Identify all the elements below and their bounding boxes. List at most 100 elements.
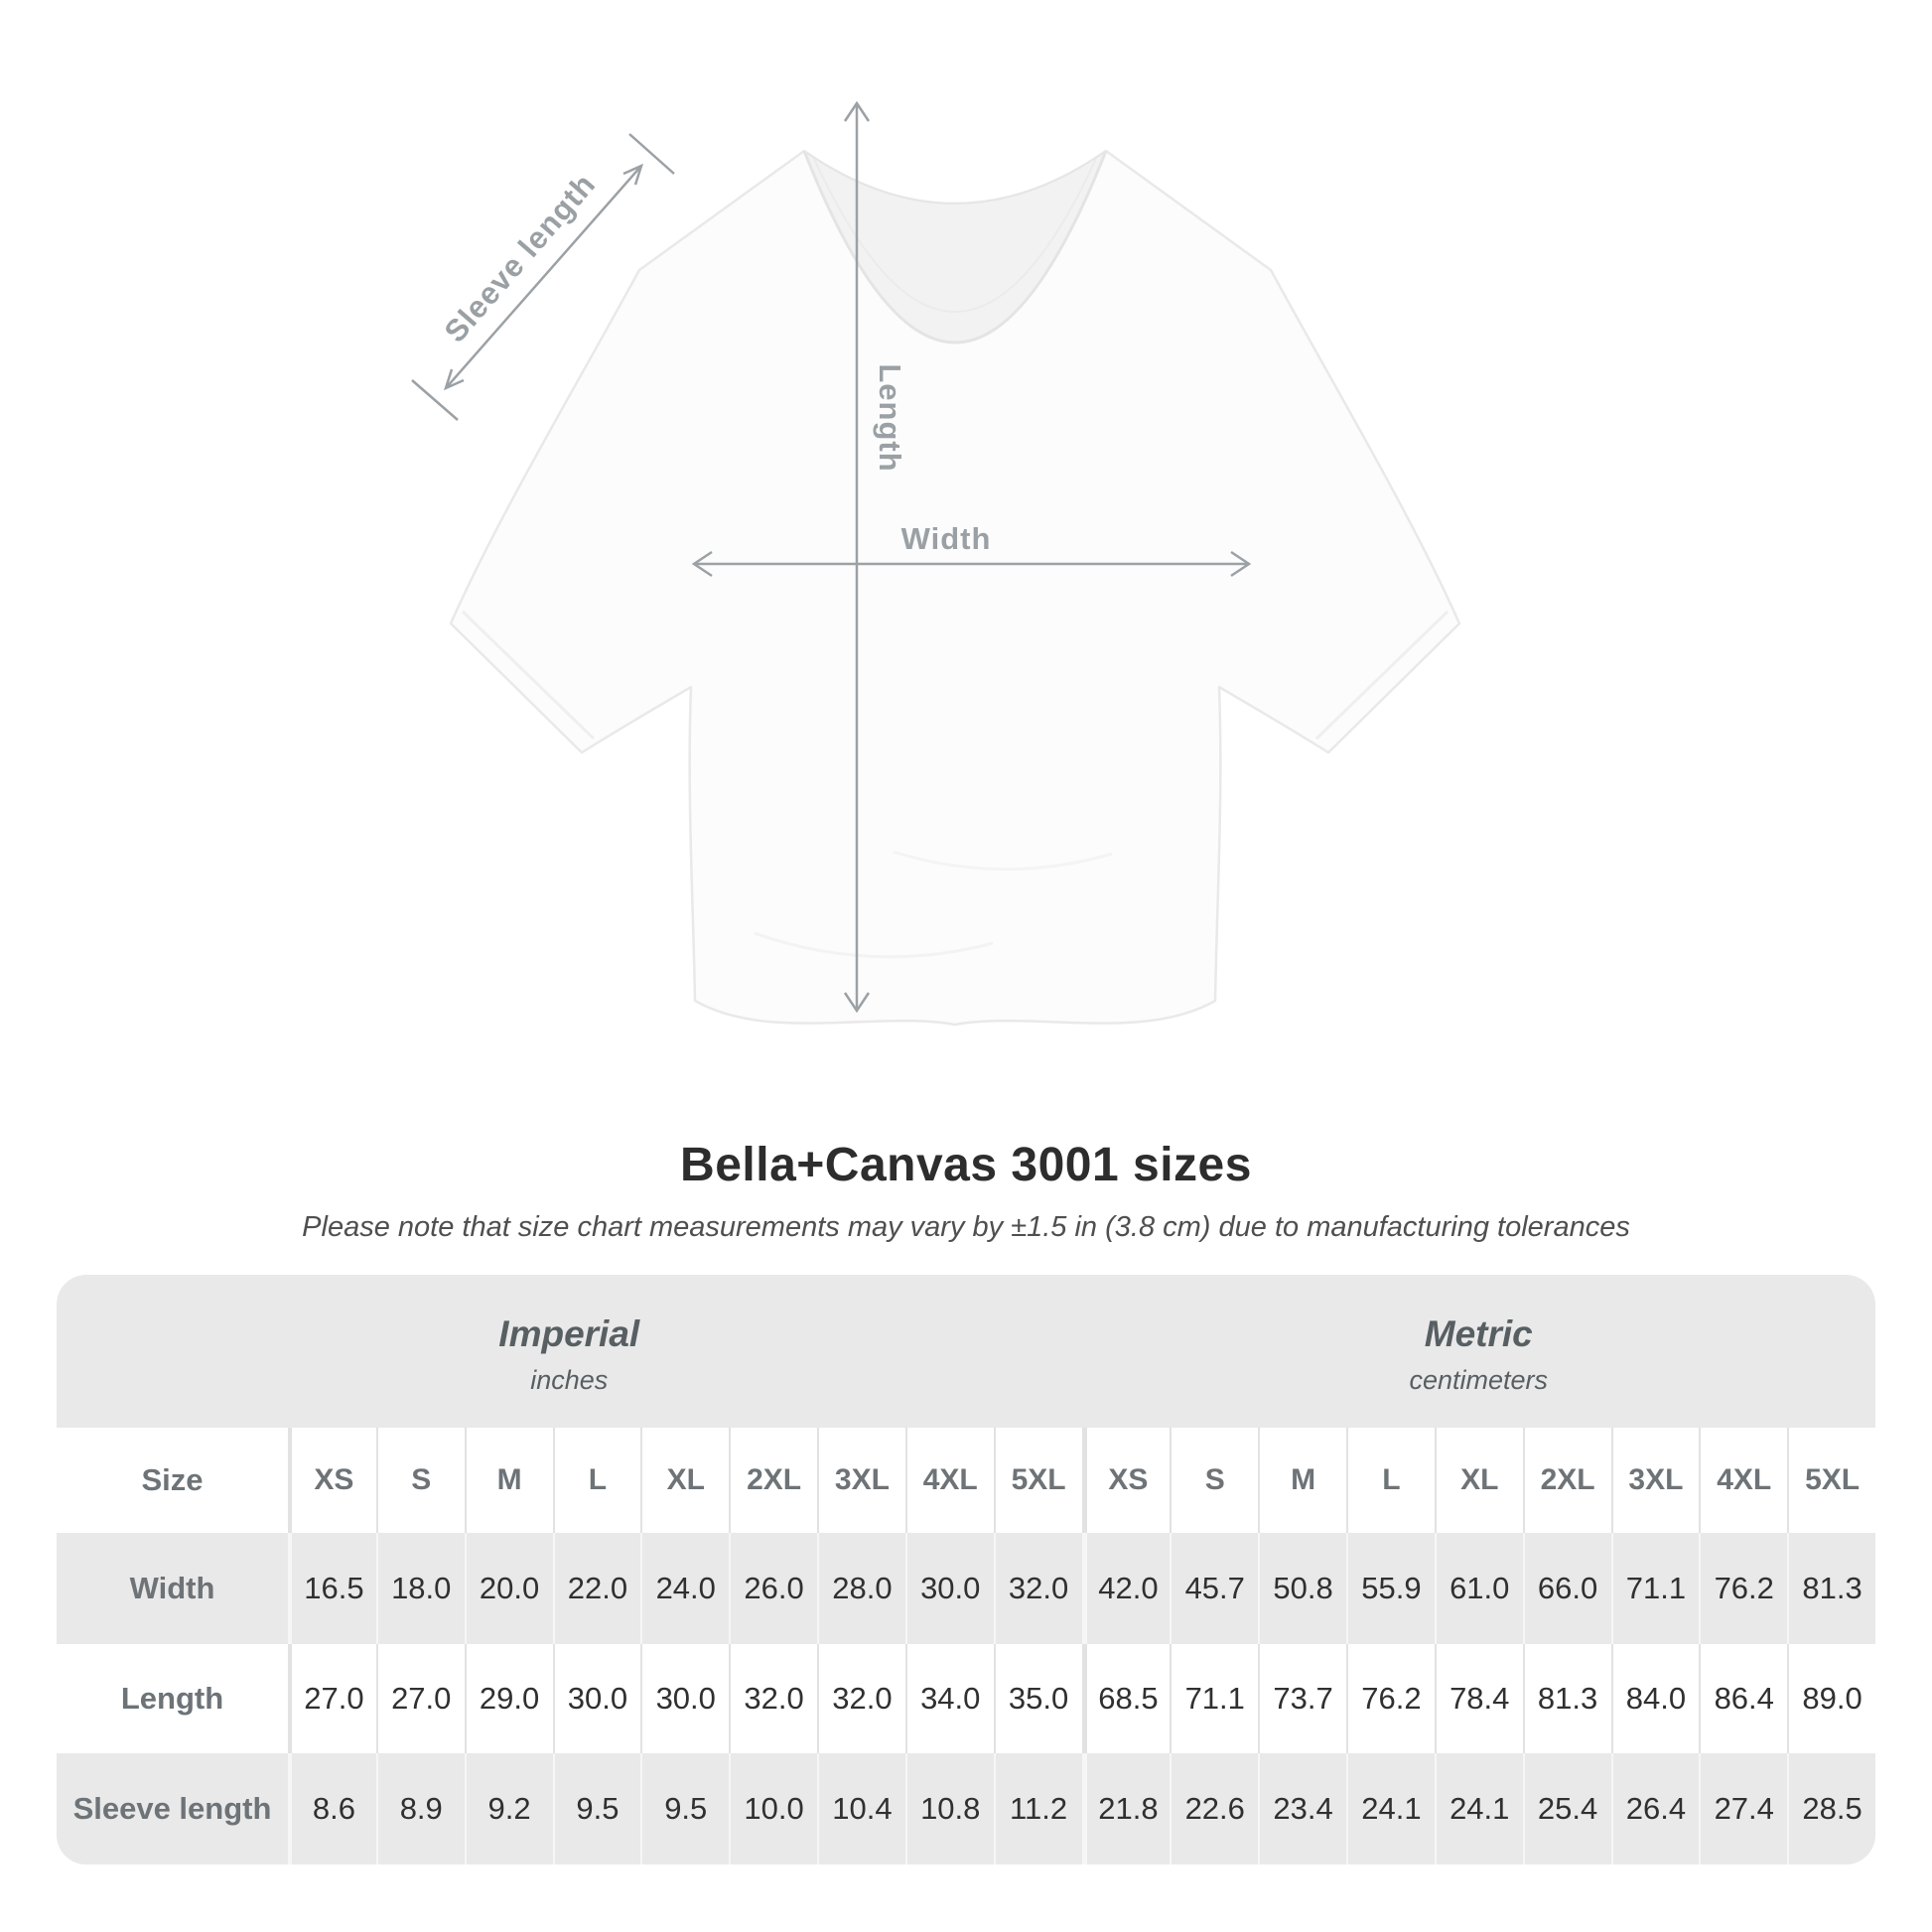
- size-col-header-imperial-4xl: 4XL: [904, 1428, 994, 1533]
- tshirt-collar-back: [803, 150, 1107, 205]
- size-col-header-imperial-2xl: 2XL: [729, 1428, 817, 1533]
- imperial-title: Imperial: [498, 1312, 640, 1354]
- size-header-row: Size XS S M L XL 2XL 3XL 4XL 5XL XS S M …: [57, 1428, 1875, 1533]
- size-col-header-metric-5xl: 5XL: [1787, 1428, 1875, 1533]
- value-cell: 26.4: [1610, 1753, 1700, 1864]
- value-cell: 73.7: [1258, 1644, 1346, 1753]
- width-label: Width: [900, 521, 992, 556]
- unit-group-metric: Metric centimeters: [1082, 1275, 1876, 1428]
- value-cell: 76.2: [1699, 1533, 1787, 1644]
- imperial-unit: inches: [530, 1364, 609, 1395]
- length-label: Length: [873, 363, 907, 473]
- value-cell: 30.0: [552, 1644, 641, 1753]
- value-cell: 61.0: [1434, 1533, 1523, 1644]
- table-row-width: Width 16.5 18.0 20.0 22.0 24.0 26.0 28.0…: [57, 1533, 1875, 1644]
- row-label-sleeve-length: Sleeve length: [72, 1791, 272, 1826]
- value-cell: 10.8: [904, 1753, 994, 1864]
- tshirt-body-shape: [449, 149, 1461, 1027]
- value-cell: 32.0: [817, 1644, 905, 1753]
- value-cell: 8.9: [375, 1753, 465, 1864]
- value-cell: 55.9: [1346, 1533, 1435, 1644]
- size-col-header-imperial-xs: XS: [288, 1428, 376, 1533]
- value-cell: 50.8: [1258, 1533, 1346, 1644]
- tshirt-fold-hint-2: [893, 850, 1113, 871]
- value-cell: 68.5: [1081, 1644, 1171, 1753]
- value-cell: 42.0: [1081, 1533, 1171, 1644]
- value-cell: 23.4: [1258, 1753, 1346, 1864]
- tshirt-right-cuff-seam: [1314, 610, 1449, 741]
- tshirt-measurement-diagram: Sleeve length Length Width: [411, 100, 1461, 1027]
- value-cell: 25.4: [1522, 1753, 1611, 1864]
- value-cell: 84.0: [1610, 1644, 1700, 1753]
- value-cell: 21.8: [1081, 1753, 1171, 1864]
- value-cell: 35.0: [993, 1644, 1082, 1753]
- value-cell: 66.0: [1522, 1533, 1611, 1644]
- size-col-header-metric-3xl: 3XL: [1610, 1428, 1700, 1533]
- value-cell: 9.2: [464, 1753, 553, 1864]
- value-cell: 29.0: [464, 1644, 553, 1753]
- value-cell: 78.4: [1434, 1644, 1523, 1753]
- value-cell: 76.2: [1346, 1644, 1435, 1753]
- sleeve-length-arrow: [411, 133, 675, 421]
- size-col-header-metric-xs: XS: [1081, 1428, 1171, 1533]
- tshirt-left-cuff-seam: [461, 610, 596, 741]
- value-cell: 86.4: [1699, 1644, 1787, 1753]
- size-col-header-metric-4xl: 4XL: [1699, 1428, 1787, 1533]
- tshirt-collar-inner: [813, 158, 1097, 313]
- size-col-header-imperial-s: S: [375, 1428, 465, 1533]
- value-cell: 24.0: [640, 1533, 729, 1644]
- size-col-header-imperial-l: L: [552, 1428, 641, 1533]
- size-col-header-imperial-xl: XL: [640, 1428, 729, 1533]
- value-cell: 71.1: [1610, 1533, 1700, 1644]
- row-label-width: Width: [129, 1571, 215, 1605]
- size-col-header-metric-l: L: [1346, 1428, 1435, 1533]
- value-cell: 32.0: [993, 1533, 1082, 1644]
- value-cell: 11.2: [993, 1753, 1082, 1864]
- size-col-header-metric-xl: XL: [1434, 1428, 1523, 1533]
- value-cell: 89.0: [1787, 1644, 1875, 1753]
- value-cell: 9.5: [640, 1753, 729, 1864]
- unit-header-band: Imperial inches Metric centimeters: [57, 1275, 1875, 1428]
- tshirt-collar-outer: [802, 150, 1108, 345]
- metric-unit: centimeters: [1409, 1364, 1549, 1395]
- size-col-header-metric-s: S: [1170, 1428, 1258, 1533]
- row-label-length: Length: [120, 1681, 224, 1716]
- page-title: Bella+Canvas 3001 sizes: [680, 1139, 1252, 1191]
- size-col-header-imperial-5xl: 5XL: [993, 1428, 1082, 1533]
- value-cell: 27.0: [288, 1644, 376, 1753]
- tshirt-fold-hint-1: [754, 931, 994, 959]
- size-table-panel: Imperial inches Metric centimeters Size …: [57, 1275, 1875, 1864]
- value-cell: 26.0: [729, 1533, 817, 1644]
- size-header-label: Size: [141, 1462, 204, 1497]
- unit-group-imperial: Imperial inches: [57, 1275, 1082, 1428]
- size-col-header-imperial-m: M: [464, 1428, 553, 1533]
- value-cell: 10.0: [729, 1753, 817, 1864]
- size-col-header-imperial-3xl: 3XL: [817, 1428, 905, 1533]
- value-cell: 20.0: [464, 1533, 553, 1644]
- value-cell: 24.1: [1434, 1753, 1523, 1864]
- value-cell: 71.1: [1170, 1644, 1258, 1753]
- value-cell: 8.6: [288, 1753, 376, 1864]
- value-cell: 81.3: [1787, 1533, 1875, 1644]
- metric-title: Metric: [1424, 1312, 1533, 1354]
- value-cell: 30.0: [640, 1644, 729, 1753]
- table-row-sleeve-length: Sleeve length 8.6 8.9 9.2 9.5 9.5 10.0 1…: [57, 1753, 1875, 1864]
- value-cell: 28.5: [1787, 1753, 1875, 1864]
- size-col-header-metric-2xl: 2XL: [1522, 1428, 1611, 1533]
- length-arrow: [843, 100, 871, 1014]
- value-cell: 9.5: [552, 1753, 641, 1864]
- value-cell: 30.0: [904, 1533, 994, 1644]
- value-cell: 18.0: [375, 1533, 465, 1644]
- value-cell: 22.6: [1170, 1753, 1258, 1864]
- value-cell: 32.0: [729, 1644, 817, 1753]
- value-cell: 81.3: [1522, 1644, 1611, 1753]
- table-row-length: Length 27.0 27.0 29.0 30.0 30.0 32.0 32.…: [57, 1644, 1875, 1753]
- value-cell: 24.1: [1346, 1753, 1435, 1864]
- value-cell: 27.0: [375, 1644, 465, 1753]
- value-cell: 10.4: [817, 1753, 905, 1864]
- value-cell: 27.4: [1699, 1753, 1787, 1864]
- value-cell: 28.0: [817, 1533, 905, 1644]
- value-cell: 45.7: [1170, 1533, 1258, 1644]
- value-cell: 16.5: [288, 1533, 376, 1644]
- size-col-header-metric-m: M: [1258, 1428, 1346, 1533]
